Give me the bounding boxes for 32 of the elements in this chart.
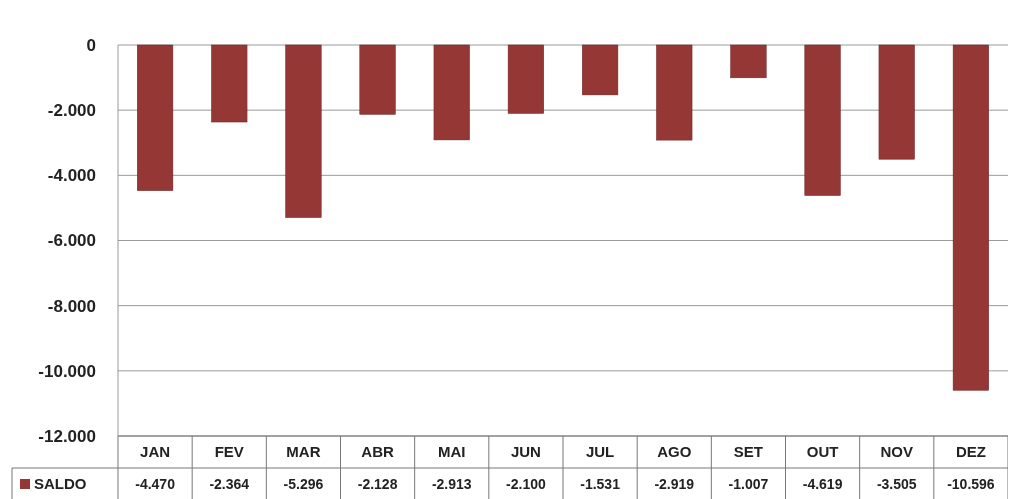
data-label: -2.364	[209, 475, 250, 492]
x-tick-label: JAN	[140, 443, 171, 461]
x-tick-label: DEZ	[955, 443, 986, 461]
data-label: -2.128	[357, 475, 398, 492]
x-tick-label: JUL	[585, 443, 615, 461]
y-tick-label: -10.000	[38, 361, 96, 381]
x-tick-label: AGO	[657, 443, 692, 461]
data-label: -4.470	[135, 475, 176, 492]
y-tick-label: 0	[86, 35, 96, 55]
data-label: -3.505	[876, 475, 917, 492]
data-label: -2.913	[431, 475, 472, 492]
x-tick-label: ABR	[361, 443, 394, 461]
x-tick-label: MAR	[286, 443, 321, 461]
data-label: -4.619	[802, 475, 843, 492]
y-tick-label: -12.000	[38, 426, 96, 446]
y-tick-label: -2.000	[47, 101, 96, 121]
x-tick-label: NOV	[880, 443, 914, 461]
data-label: -2.919	[654, 475, 695, 492]
legend-label: SALDO	[34, 475, 87, 493]
x-tick-label: SET	[733, 443, 764, 461]
x-tick-label: FEV	[214, 443, 244, 461]
y-tick-label: -8.000	[47, 296, 96, 316]
data-label: -5.296	[283, 475, 324, 492]
y-tick-label: -6.000	[47, 231, 96, 251]
y-tick-label: -4.000	[47, 166, 96, 186]
data-label: -2.100	[506, 475, 546, 492]
x-tick-label: MAI	[438, 443, 466, 461]
x-tick-label: JUN	[510, 443, 541, 461]
data-label: -10.596	[947, 475, 995, 492]
data-label: -1.531	[580, 475, 621, 492]
data-label: -1.007	[728, 475, 769, 492]
x-tick-label: OUT	[806, 443, 839, 461]
